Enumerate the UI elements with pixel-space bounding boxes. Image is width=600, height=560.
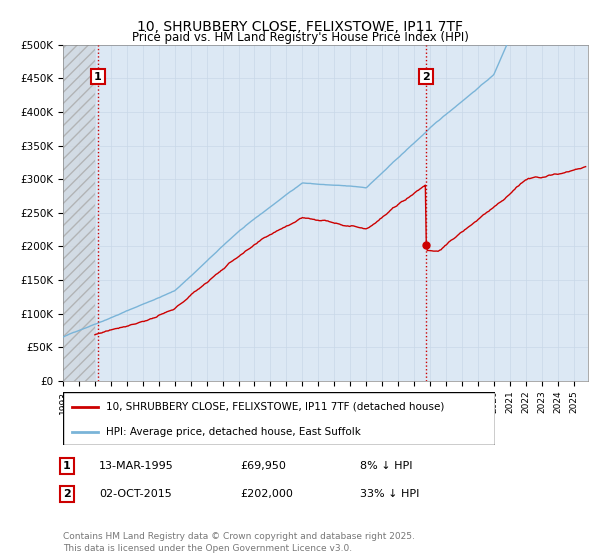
- Text: 10, SHRUBBERY CLOSE, FELIXSTOWE, IP11 7TF (detached house): 10, SHRUBBERY CLOSE, FELIXSTOWE, IP11 7T…: [106, 402, 445, 412]
- Text: 10, SHRUBBERY CLOSE, FELIXSTOWE, IP11 7TF: 10, SHRUBBERY CLOSE, FELIXSTOWE, IP11 7T…: [137, 20, 463, 34]
- Bar: [63, 45, 95, 381]
- Text: 8% ↓ HPI: 8% ↓ HPI: [360, 461, 413, 471]
- Text: 2: 2: [63, 489, 71, 499]
- Text: Contains HM Land Registry data © Crown copyright and database right 2025.
This d: Contains HM Land Registry data © Crown c…: [63, 533, 415, 553]
- Text: HPI: Average price, detached house, East Suffolk: HPI: Average price, detached house, East…: [106, 427, 361, 437]
- Text: Price paid vs. HM Land Registry's House Price Index (HPI): Price paid vs. HM Land Registry's House …: [131, 31, 469, 44]
- Text: £202,000: £202,000: [240, 489, 293, 499]
- Text: 33% ↓ HPI: 33% ↓ HPI: [360, 489, 419, 499]
- Text: £69,950: £69,950: [240, 461, 286, 471]
- Text: 1: 1: [94, 72, 102, 82]
- Text: 13-MAR-1995: 13-MAR-1995: [99, 461, 174, 471]
- Text: 02-OCT-2015: 02-OCT-2015: [99, 489, 172, 499]
- Text: 1: 1: [63, 461, 71, 471]
- Text: 2: 2: [422, 72, 430, 82]
